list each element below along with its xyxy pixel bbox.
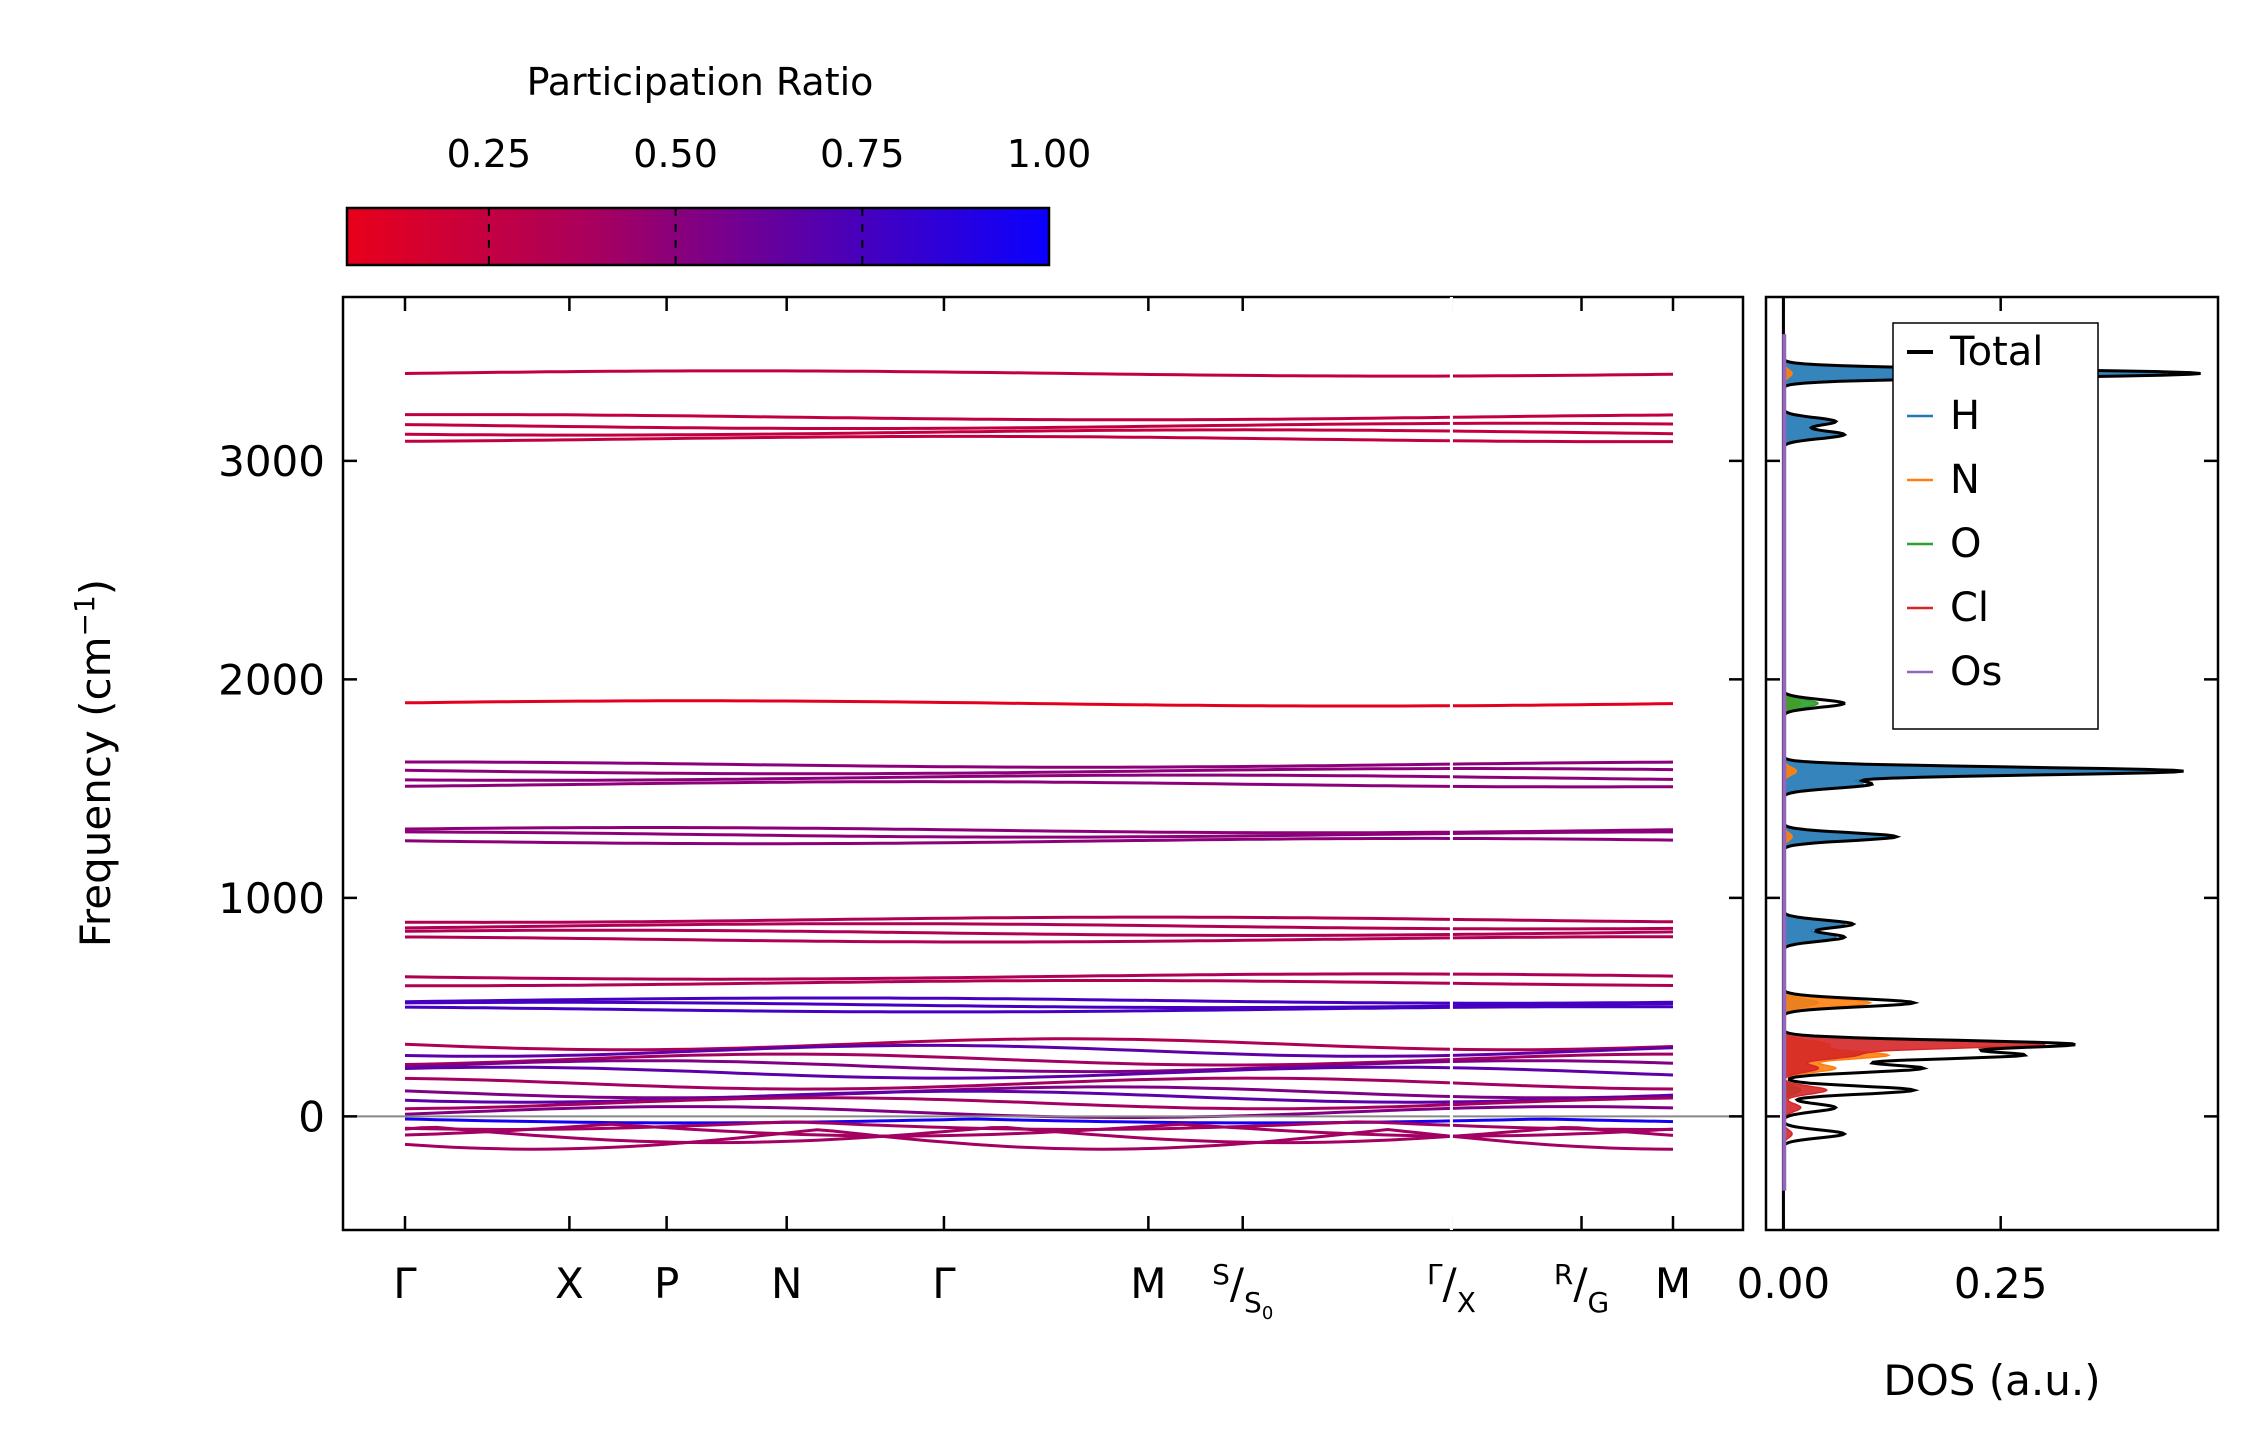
- band-line: [405, 760, 1674, 769]
- band-line: [404, 434, 1673, 444]
- band-line: [404, 972, 1674, 981]
- band-line: [404, 996, 1674, 1005]
- kpoint-label: M: [1130, 1259, 1166, 1308]
- y-tick-label: 0: [298, 1092, 325, 1141]
- band-line: [405, 915, 1674, 924]
- y-axis-label: Frequency (cm−1): [68, 579, 120, 947]
- kpoint-label: N: [771, 1259, 802, 1308]
- y-tick-label: 2000: [218, 655, 325, 704]
- band-line: [405, 935, 1673, 944]
- y-axis-ticks: 0 1000 2000 3000: [218, 437, 2218, 1141]
- dos-x-axis-label: DOS (a.u.): [1883, 1356, 2100, 1405]
- band-line: [404, 922, 1674, 931]
- colorbar: Participation Ratio 0.25 0.50 0.75 1.00: [345, 60, 1092, 267]
- band-line: [404, 1005, 1673, 1014]
- kpoint-label: P: [654, 1259, 679, 1308]
- band-line: [404, 1089, 1674, 1104]
- kpoint-ticks: Γ X P N Γ M S/S0 Γ/X R/G M: [393, 297, 1691, 1324]
- band-line: [404, 830, 1673, 839]
- kpoint-label: X: [555, 1259, 584, 1308]
- band-structure-panel: 0 1000 2000 3000 Γ X P N Γ M S/S0 Γ/X R/G M Frequenc…: [68, 295, 2218, 1324]
- main-axes-frame: [341, 295, 1745, 1232]
- kpoint-label: M: [1655, 1259, 1691, 1308]
- colorbar-tick-label: 0.25: [447, 132, 532, 176]
- band-line: [404, 369, 1674, 378]
- legend-box: [1892, 322, 2099, 730]
- band-line: [404, 1076, 1674, 1091]
- dos-axes-frame: [1764, 295, 2220, 1232]
- band-line: [404, 1085, 1674, 1100]
- kpoint-label: R/G: [1554, 1258, 1609, 1319]
- colorbar-title: Participation Ratio: [527, 60, 874, 104]
- band-line: [404, 836, 1674, 846]
- colorbar-ticks: 0.25 0.50 0.75 1.00: [447, 132, 1092, 265]
- y-tick-label: 1000: [218, 874, 325, 923]
- legend-label: N: [1950, 457, 1980, 503]
- imaginary-band-line: [404, 1127, 1674, 1151]
- y-tick-label: 3000: [218, 437, 325, 486]
- band-line: [404, 1096, 1674, 1111]
- colorbar-tick-label: 1.00: [1007, 132, 1092, 176]
- band-line: [405, 413, 1674, 422]
- kpoint-label: S/S0: [1212, 1258, 1273, 1324]
- band-line: [404, 928, 1674, 937]
- legend-label: Total: [1949, 329, 2043, 375]
- imaginary-band-line: [404, 1125, 1674, 1145]
- colorbar-bar: [345, 206, 1051, 267]
- band-lines: [404, 369, 1674, 1151]
- band-line: [404, 1059, 1674, 1074]
- dos-x-tick-label: 0.00: [1737, 1259, 1831, 1308]
- band-line: [404, 767, 1674, 776]
- band-line: [404, 699, 1674, 708]
- band-line: [405, 979, 1674, 988]
- dos-ticks: 0.00 0.25: [1737, 297, 2048, 1308]
- kpoint-label: Γ: [393, 1259, 417, 1308]
- band-line: [404, 1037, 1674, 1052]
- band-line: [404, 1043, 1674, 1058]
- band-line: [404, 1065, 1674, 1080]
- legend-label: Os: [1950, 649, 2002, 695]
- legend-label: O: [1950, 521, 1981, 567]
- dos-curves: [1781, 297, 2201, 1230]
- legend-label: H: [1950, 393, 1980, 439]
- band-line: [404, 428, 1674, 437]
- band-line: [404, 773, 1674, 782]
- band-line: [404, 1052, 1673, 1067]
- dos-legend: Total HNO Cl Os: [1892, 322, 2099, 730]
- kpoint-label: Γ/X: [1427, 1258, 1476, 1319]
- dos-panel: 0.00 0.25 DOS (a.u.) Total HNO Cl Os: [1737, 295, 2220, 1405]
- colorbar-tick-label: 0.75: [820, 132, 905, 176]
- band-line: [404, 421, 1674, 430]
- dos-x-tick-label: 0.25: [1954, 1259, 2048, 1308]
- legend-items: Total HNO Cl Os: [1907, 329, 2043, 695]
- colorbar-tick-label: 0.50: [633, 132, 718, 176]
- band-line: [404, 780, 1673, 789]
- imaginary-band-line: [404, 1117, 1674, 1125]
- kpoint-label: Γ: [932, 1259, 956, 1308]
- legend-label: Cl: [1950, 585, 1989, 631]
